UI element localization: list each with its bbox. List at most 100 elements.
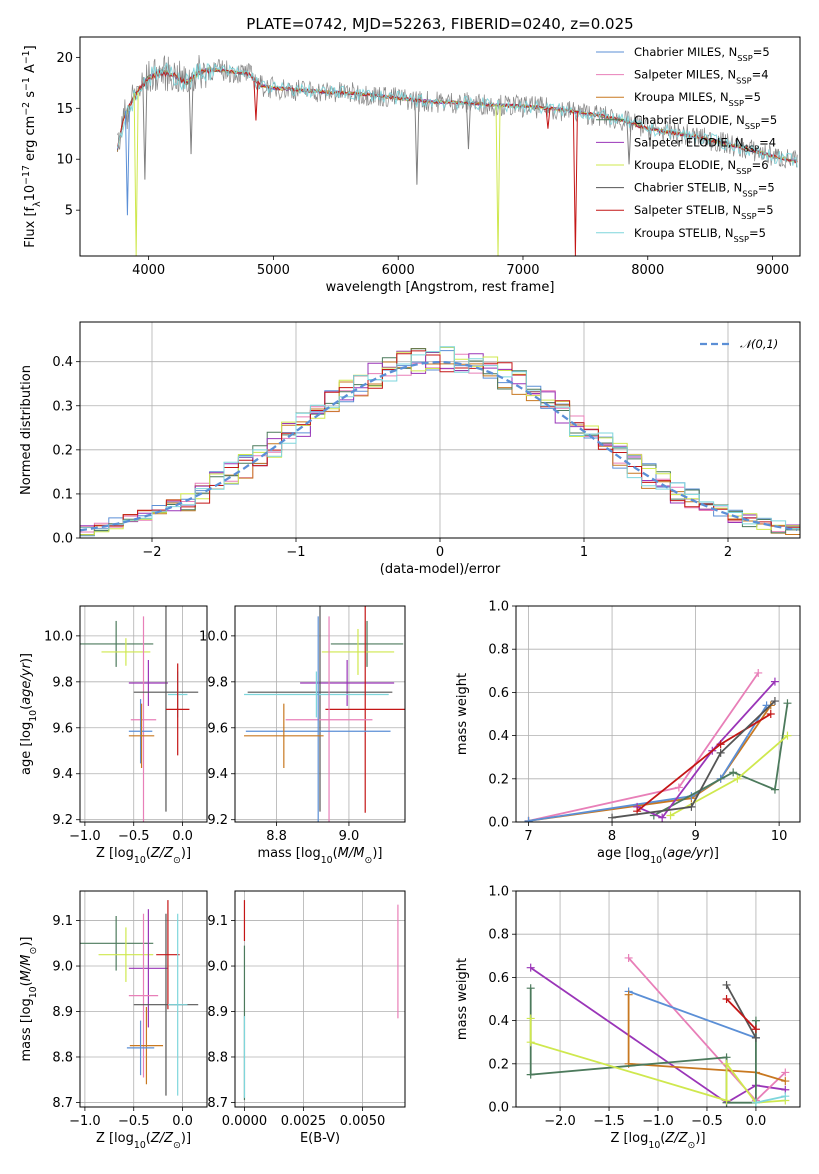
y-tick-label: 9.8 bbox=[207, 675, 228, 690]
chart-title: PLATE=0742, MJD=52263, FIBERID=0240, z=0… bbox=[246, 15, 633, 33]
x-tick-label: 0.0025 bbox=[281, 1114, 327, 1129]
absorption-line bbox=[142, 82, 148, 180]
x-tick-label: 6000 bbox=[382, 263, 415, 278]
y-tick-label: 8.8 bbox=[207, 1050, 228, 1065]
y-tick-label: 0.3 bbox=[52, 399, 73, 414]
point-marker bbox=[754, 668, 763, 677]
y-tick-label: 0.4 bbox=[488, 729, 509, 744]
x-axis-label: (data-model)/error bbox=[380, 562, 501, 577]
x-axis-label: Z [log10(Z/Z⊙)] bbox=[96, 1131, 191, 1151]
point-marker bbox=[781, 1068, 790, 1077]
plot-area bbox=[524, 668, 792, 822]
weight-line-salpeter-stelib bbox=[725, 998, 757, 1030]
point-marker bbox=[526, 984, 535, 993]
x-tick-label: 8 bbox=[608, 829, 616, 844]
absorption-line bbox=[133, 93, 139, 256]
weight-line-chabrier-stelib bbox=[725, 984, 757, 1039]
y-tick-label: 0.6 bbox=[488, 686, 509, 701]
y-axis-label: mass weight bbox=[455, 958, 470, 1040]
x-axis-label: Z [log10(Z/Z⊙)] bbox=[96, 846, 191, 866]
legend-entry: 𝒩(0,1) bbox=[740, 337, 778, 351]
axes-frame bbox=[79, 605, 208, 823]
y-axis-label: age [log10(age/yr)] bbox=[19, 653, 39, 775]
y-tick-label: 10.0 bbox=[44, 629, 73, 644]
y-tick-label: 9.6 bbox=[207, 721, 228, 736]
axes-weight_vs_age: 7 8 9 10 0.0 0.2 0.4 0.6 0.8 1.0 age [log10(age/yr… bbox=[455, 600, 801, 866]
point-marker bbox=[716, 740, 725, 749]
y-tick-label: 10 bbox=[56, 153, 73, 168]
plot-area bbox=[80, 346, 800, 537]
x-axis-label: Z [log10(Z/Z⊙)] bbox=[610, 1131, 705, 1151]
normal-curve bbox=[80, 360, 798, 532]
y-tick-label: 0.1 bbox=[52, 487, 73, 502]
y-tick-label: 0.4 bbox=[52, 355, 73, 370]
histogram-salpeter-stelib bbox=[80, 350, 800, 528]
plot-area bbox=[244, 606, 405, 822]
point-marker bbox=[716, 748, 725, 757]
y-axis-label: mass [log10(M/M⊙)] bbox=[19, 937, 39, 1062]
x-axis-label: wavelength [Angstrom, rest frame] bbox=[326, 280, 555, 295]
y-tick-label: 9.2 bbox=[207, 813, 228, 828]
x-tick-label: −2 bbox=[142, 545, 161, 560]
legend-entry: Chabrier MILES, NSSP=5 bbox=[634, 45, 770, 63]
absorption-line bbox=[626, 122, 632, 165]
point-marker bbox=[624, 990, 633, 999]
point-marker bbox=[751, 1016, 760, 1025]
point-marker bbox=[524, 816, 533, 822]
y-tick-label: 0.2 bbox=[488, 1057, 509, 1072]
plot-area bbox=[80, 606, 199, 822]
x-axis-label: age [log10(age/yr)] bbox=[597, 846, 719, 866]
point-marker bbox=[666, 811, 675, 820]
point-marker bbox=[526, 1038, 535, 1047]
point-marker bbox=[783, 699, 792, 708]
spectrum-kroupa-stelib bbox=[116, 62, 798, 168]
point-marker bbox=[624, 953, 633, 962]
axes-mass_vs_Z: −1.0 −0.5 0.0 8.7 8.8 8.9 9.0 9.1 Z [log10(Z/Z⊙)… bbox=[19, 890, 208, 1151]
x-tick-label: −1.0 bbox=[642, 1114, 674, 1129]
x-tick-label: 5000 bbox=[257, 263, 290, 278]
y-tick-label: 0.8 bbox=[488, 928, 509, 943]
x-tick-label: −1 bbox=[286, 545, 305, 560]
absorption-line bbox=[414, 100, 420, 185]
axes-frame bbox=[515, 605, 801, 823]
y-tick-label: 0.8 bbox=[488, 643, 509, 658]
weight-line-kroupa-miles bbox=[528, 704, 772, 822]
axes-spectrum: 4000 5000 6000 7000 8000 9000 5 10 15 20 wavelengt… bbox=[21, 36, 801, 295]
x-axis-label: E(B-V) bbox=[300, 1131, 340, 1146]
x-tick-label: 9000 bbox=[756, 263, 789, 278]
axes-frame bbox=[234, 605, 406, 823]
x-tick-label: −2.0 bbox=[544, 1114, 576, 1129]
y-tick-label: 8.8 bbox=[52, 1050, 73, 1065]
y-tick-label: 20 bbox=[56, 51, 73, 66]
x-tick-label: 0.0 bbox=[746, 1114, 767, 1129]
axes-age_vs_mass: 8.8 9.0 9.2 9.4 9.6 9.8 10.0 mass [log10(M/M⊙)] bbox=[199, 605, 406, 866]
y-tick-label: 9.8 bbox=[52, 675, 73, 690]
x-tick-label: 8000 bbox=[631, 263, 664, 278]
y-tick-label: 9.4 bbox=[52, 767, 73, 782]
x-tick-label: 2 bbox=[724, 545, 732, 560]
point-marker bbox=[526, 963, 535, 972]
legend-entry: Salpeter STELIB, NSSP=5 bbox=[634, 203, 774, 221]
plot-area bbox=[526, 953, 790, 1107]
legend-entry: Chabrier STELIB, NSSP=5 bbox=[634, 181, 775, 199]
x-tick-label: 4000 bbox=[132, 263, 165, 278]
axes-frame bbox=[79, 890, 208, 1108]
legend-entry: Chabrier ELODIE, NSSP=5 bbox=[634, 113, 777, 131]
legend-entry: Kroupa ELODIE, NSSP=6 bbox=[634, 158, 769, 176]
y-tick-label: 15 bbox=[56, 102, 73, 117]
x-axis-label: mass [log10(M/M⊙)] bbox=[258, 846, 383, 866]
x-tick-label: 7000 bbox=[506, 263, 539, 278]
y-tick-label: 9.1 bbox=[207, 914, 228, 929]
y-tick-label: 0.0 bbox=[52, 532, 73, 547]
y-tick-label: 9.1 bbox=[52, 914, 73, 929]
x-tick-label: 0.0050 bbox=[340, 1114, 386, 1129]
absorption-line bbox=[572, 111, 578, 256]
y-tick-label: 0.0 bbox=[488, 816, 509, 831]
point-marker bbox=[751, 1098, 760, 1107]
axes-frame bbox=[79, 36, 801, 257]
point-marker bbox=[722, 980, 731, 989]
plot-area bbox=[80, 900, 199, 1096]
y-axis-label: Flux [fλ10−17 erg cm−2 s−1 A−1] bbox=[21, 45, 43, 247]
axes-frame bbox=[79, 321, 801, 539]
y-tick-label: 5 bbox=[65, 204, 73, 219]
